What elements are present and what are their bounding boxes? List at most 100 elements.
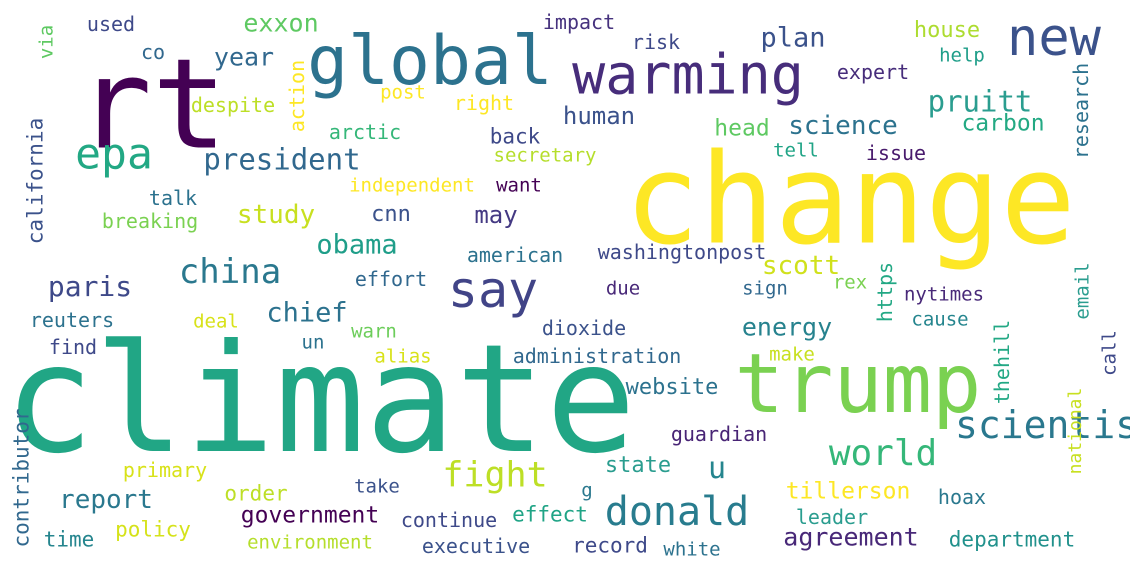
word-expert: expert — [836, 60, 910, 84]
word-talk: talk — [148, 186, 198, 210]
word-cause: cause — [911, 308, 969, 331]
word-agreement: agreement — [783, 522, 919, 552]
word-fight: fight — [442, 455, 548, 496]
word-risk: risk — [631, 30, 681, 54]
word-environment: environment — [247, 531, 373, 554]
word-effort: effort — [354, 267, 428, 291]
word-email: email — [1071, 262, 1094, 320]
word-china: china — [178, 252, 282, 292]
word-year: year — [213, 42, 275, 72]
word-warn: warn — [351, 320, 397, 343]
word-despite: despite — [190, 93, 276, 117]
word-say: say — [447, 261, 539, 319]
word-rt: rt — [76, 32, 228, 178]
word-deal: deal — [193, 310, 239, 333]
word-trump: trump — [734, 337, 982, 432]
word-warming: warming — [572, 42, 804, 107]
word-plan: plan — [760, 22, 826, 54]
word-alias: alias — [374, 345, 432, 368]
word-may: may — [474, 201, 518, 229]
word-website: website — [625, 375, 719, 400]
word-https: https — [873, 261, 897, 323]
word-change: change — [624, 127, 1076, 273]
word-tillerson: tillerson — [785, 478, 911, 505]
word-scott: scott — [761, 251, 841, 281]
word-house: house — [913, 18, 981, 43]
word-study: study — [236, 200, 316, 230]
word-secretary: secretary — [493, 144, 597, 167]
word-primary: primary — [122, 458, 208, 482]
word-co: co — [140, 40, 166, 64]
word-sign: sign — [742, 277, 788, 300]
word-american: american — [466, 243, 564, 267]
word-make: make — [769, 343, 815, 366]
word-nytimes: nytimes — [903, 283, 985, 306]
word-national: national — [1065, 387, 1086, 475]
word-world: world — [828, 433, 938, 474]
word-epa: epa — [75, 129, 153, 180]
word-scientist: scientist — [955, 403, 1130, 447]
word-contributor: contributor — [9, 408, 34, 548]
word-arctic: arctic — [328, 120, 402, 144]
word-post: post — [380, 81, 426, 104]
word-new: new — [1007, 8, 1101, 68]
word-rex: rex — [832, 271, 868, 294]
word-g: g — [581, 479, 593, 502]
word-chief: chief — [266, 297, 348, 329]
word-state: state — [604, 453, 672, 478]
word-issue: issue — [865, 141, 927, 165]
word-back: back — [489, 124, 541, 149]
word-effect: effect — [512, 502, 588, 527]
word-hoax: hoax — [937, 485, 987, 509]
word-call: call — [1098, 330, 1121, 376]
word-executive: executive — [421, 534, 531, 558]
word-independent: independent — [349, 174, 475, 197]
word-action: action — [285, 59, 309, 133]
word-white: white — [663, 538, 721, 561]
word-policy: policy — [115, 517, 191, 542]
word-take: take — [354, 475, 400, 498]
word-research: research — [1069, 62, 1093, 160]
word-reuters: reuters — [29, 308, 115, 332]
word-paris: paris — [47, 270, 133, 303]
word-energy: energy — [741, 312, 833, 342]
word-un: un — [301, 331, 325, 354]
word-science: science — [788, 111, 898, 141]
word-continue: continue — [400, 508, 498, 532]
word-due: due — [605, 277, 641, 300]
word-obama: obama — [316, 229, 398, 261]
word-dioxide: dioxide — [541, 316, 627, 340]
word-help: help — [939, 44, 985, 67]
word-time: time — [43, 527, 95, 552]
word-exxon: exxon — [243, 8, 319, 38]
word-used: used — [86, 12, 136, 36]
word-order: order — [224, 481, 288, 506]
word-human: human — [562, 102, 636, 130]
word-department: department — [948, 527, 1076, 552]
word-pruitt: pruitt — [927, 84, 1033, 119]
word-guardian: guardian — [670, 422, 768, 446]
word-thehill: thehill — [990, 319, 1014, 405]
word-head: head — [714, 115, 770, 142]
word-tell: tell — [773, 139, 819, 162]
word-california: california — [23, 117, 48, 245]
word-leader: leader — [795, 505, 869, 529]
word-administration: administration — [512, 344, 682, 368]
word-global: global — [307, 22, 553, 101]
word-president: president — [203, 142, 361, 177]
word-carbon: carbon — [961, 110, 1045, 137]
word-donald: donald — [604, 489, 750, 535]
word-cnn: cnn — [371, 202, 411, 227]
word-right: right — [453, 91, 515, 115]
word-u: u — [707, 451, 727, 486]
word-find: find — [48, 335, 98, 359]
word-government: government — [240, 502, 380, 529]
word-washingtonpost: washingtonpost — [597, 240, 767, 264]
word-climate: climate — [3, 313, 637, 487]
word-breaking: breaking — [101, 209, 199, 233]
word-record: record — [572, 533, 648, 558]
word-report: report — [59, 485, 153, 515]
word-impact: impact — [542, 10, 616, 34]
word-want: want — [496, 174, 542, 197]
